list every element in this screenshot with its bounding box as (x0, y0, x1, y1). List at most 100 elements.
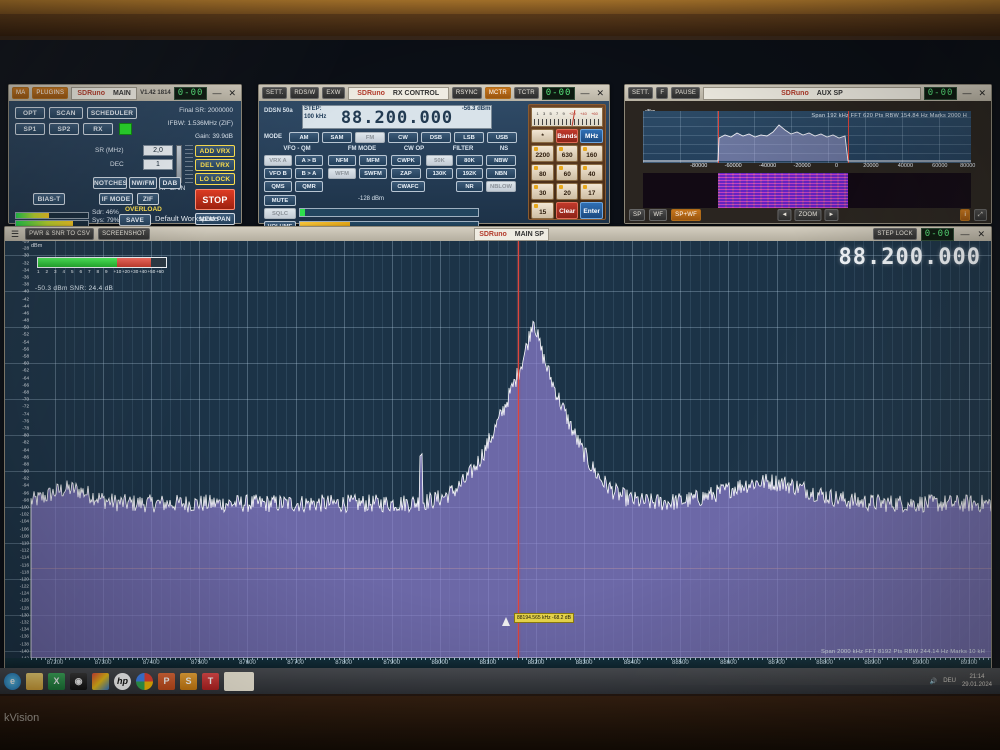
file-explorer-icon[interactable] (26, 672, 43, 690)
rx-swfm[interactable]: SWFM (359, 168, 387, 179)
windows-taskbar[interactable]: e X ◉ hp P S T (0, 668, 1000, 694)
main-dab-button[interactable]: DAB (159, 177, 181, 189)
rx-band-160[interactable]: 160 (580, 145, 603, 162)
main-bias-t-button[interactable]: BIAS-T (33, 193, 65, 205)
paint-icon[interactable] (92, 672, 109, 690)
sdruno-main-sp-window[interactable]: ☰ PWR & SNR TO CSV SCREENSHOT SDRuno MAI… (4, 226, 992, 685)
aux-spwf-button[interactable]: SP+WF (671, 209, 701, 221)
aux-minimize-icon[interactable]: — (962, 88, 972, 98)
rx-band-star[interactable]: * (531, 129, 554, 143)
sdruno-aux-sp-window[interactable]: SETT. F PAUSE SDRuno AUX SP 0-00 — ✕ dBm… (624, 84, 992, 224)
main-plugins-button[interactable]: PLUGINS (32, 87, 69, 99)
main-scheduler-button[interactable]: SCHEDULER (87, 107, 137, 119)
sp-close-icon[interactable]: ✕ (977, 229, 986, 239)
main-nwfm-button[interactable]: NW/FM (129, 177, 157, 189)
main-sp2-button[interactable]: SP2 (49, 123, 79, 135)
rx-mode-fm[interactable]: FM (355, 132, 385, 143)
aux-close-icon[interactable]: ✕ (978, 88, 986, 98)
rx-mctr-button[interactable]: MCTR (484, 87, 511, 99)
rx-band-2200[interactable]: 2200 (531, 145, 554, 162)
rx-band-40[interactable]: 40 (580, 164, 603, 181)
excel-icon[interactable]: X (48, 672, 65, 690)
sp-menu-icon[interactable]: ☰ (11, 229, 20, 239)
rx-a-to-b[interactable]: A > B (295, 155, 323, 166)
rx-minimize-icon[interactable]: — (580, 88, 590, 98)
main-notches-button[interactable]: NOTCHES (93, 177, 127, 189)
main-del-vrx-button[interactable]: DEL VRX (195, 159, 235, 171)
rx-squelch-slider[interactable] (299, 208, 479, 217)
main-ma-button[interactable]: MA (12, 87, 30, 99)
aux-expand-icon[interactable]: ⤢ (973, 209, 987, 221)
rx-mode-am[interactable]: AM (289, 132, 319, 143)
main-dec-value[interactable]: 1 (143, 159, 173, 170)
rx-close-icon[interactable]: ✕ (596, 88, 604, 98)
rx-vrx-a[interactable]: VRX A (264, 155, 292, 166)
main-rx-button[interactable]: RX (83, 123, 113, 135)
volume-icon[interactable]: 🔊 (929, 678, 938, 685)
rx-clear-button[interactable]: Clear (555, 202, 579, 219)
aux-zoom-control[interactable]: ◄ ZOOM ► (777, 209, 839, 221)
rx-b-to-a[interactable]: B > A (295, 168, 323, 179)
sdruno-rx-control-window[interactable]: SETT. RDS/W EXW SDRuno RX CONTROL RSYNC … (258, 84, 610, 232)
rx-nr[interactable]: NR (456, 181, 483, 192)
publisher-icon[interactable]: S (180, 672, 197, 690)
rx-filter-50k[interactable]: 50K (426, 155, 453, 166)
aux-waterfall[interactable] (643, 173, 971, 208)
main-scan-button[interactable]: SCAN (49, 107, 83, 119)
rx-qms[interactable]: QMS (264, 181, 292, 192)
rx-mute-button[interactable]: MUTE (264, 195, 296, 206)
rx-qmr[interactable]: QMR (295, 181, 323, 192)
rx-filter-80k[interactable]: 80K (456, 155, 483, 166)
main-if-mode-button[interactable]: IF MODE (99, 193, 133, 205)
main-sr-value[interactable]: 2,0 (143, 145, 173, 156)
main-stop-button[interactable]: STOP (195, 189, 235, 210)
rx-enter-button[interactable]: Enter (580, 202, 603, 219)
rx-nfm[interactable]: NFM (328, 155, 356, 166)
aux-f-button[interactable]: F (656, 87, 669, 99)
taskbar-clock[interactable]: 21:14 29.01.2024 (962, 673, 992, 689)
powerpoint-icon[interactable]: P (158, 672, 175, 690)
main-add-vrx-button[interactable]: ADD VRX (195, 145, 235, 157)
rx-mfm[interactable]: MFM (359, 155, 387, 166)
language-indicator[interactable]: DEU (943, 678, 956, 684)
rx-exw-button[interactable]: EXW (322, 87, 345, 99)
rx-sqlc-button[interactable]: SQLC (264, 208, 296, 219)
main-save-ws-button[interactable]: SAVE WS (119, 214, 151, 235)
rx-mode-dsb[interactable]: DSB (421, 132, 451, 143)
aux-wf-button[interactable]: WF (649, 209, 668, 221)
sp-step-lock-button[interactable]: STEP LOCK (873, 228, 917, 240)
aux-sp-button[interactable]: SP (629, 209, 646, 221)
rx-vfo-b[interactable]: VFO B (264, 168, 292, 179)
rx-mode-lsb[interactable]: LSB (454, 132, 484, 143)
close-icon[interactable]: ✕ (228, 88, 236, 98)
camera-icon[interactable]: ◉ (70, 672, 87, 690)
rx-cwafc[interactable]: CWAFC (391, 181, 425, 192)
rx-sett-button[interactable]: SETT. (262, 87, 288, 99)
minimize-icon[interactable]: — (212, 88, 222, 98)
rx-band-80[interactable]: 80 (531, 164, 554, 181)
main-lo-lock-button[interactable]: LO LOCK (195, 173, 235, 185)
rx-rsync-button[interactable]: RSYNC (451, 87, 482, 99)
system-tray[interactable]: 🔊 DEU 21:14 29.01.2024 (930, 668, 992, 694)
rx-filter-130k[interactable]: 130K (426, 168, 453, 179)
aux-zoom-out-icon[interactable]: ◄ (777, 209, 792, 221)
sdruno-main-window[interactable]: MA PLUGINS SDRuno MAIN V1.42 1814 0-00 —… (8, 84, 242, 235)
rx-band-20[interactable]: 20 (555, 183, 579, 200)
rx-cwpk[interactable]: CWPK (391, 155, 421, 166)
rx-wfm[interactable]: WFM (328, 168, 356, 179)
main-opt-button[interactable]: OPT (15, 107, 45, 119)
aux-info-icon[interactable]: i (960, 209, 970, 221)
rx-band-60[interactable]: 60 (555, 164, 579, 181)
rx-band-17[interactable]: 17 (580, 183, 603, 200)
rx-band-30[interactable]: 30 (531, 183, 554, 200)
sp-minimize-icon[interactable]: — (960, 229, 970, 239)
hp-icon[interactable]: hp (114, 672, 131, 690)
aux-zoom-in-icon[interactable]: ► (824, 209, 839, 221)
rx-mode-usb[interactable]: USB (487, 132, 517, 143)
sp-tuned-marker-line[interactable] (518, 241, 519, 658)
main-sp1-button[interactable]: SP1 (15, 123, 45, 135)
main-mem-pan-button[interactable]: MEM PAN (195, 213, 235, 225)
aux-pause-button[interactable]: PAUSE (671, 87, 701, 99)
sp-screenshot-button[interactable]: SCREENSHOT (98, 228, 150, 240)
rx-bands-button[interactable]: Bands (555, 129, 579, 143)
